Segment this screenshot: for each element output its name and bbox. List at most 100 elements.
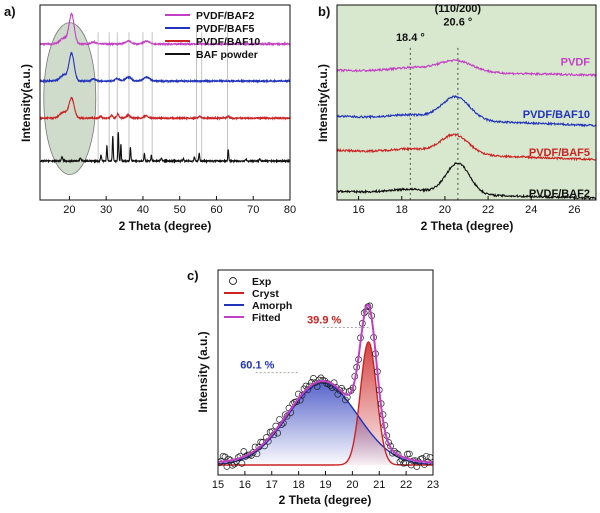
exp-point [240,448,248,455]
x-tick-label: 18 [293,479,305,491]
series-line-pvdf-baf10 [337,94,596,128]
crystalline-percent: 39.9 % [307,315,341,327]
legend-entry: BAF powder [196,49,258,61]
x-tick-label: 20 [439,204,451,216]
panel-a-x-axis-label: 2 Theta (degree) [119,219,212,233]
x-tick-label: 80 [284,204,296,216]
legend-entry: PVDF/BAF10 [196,36,260,48]
x-tick-label: 16 [352,204,364,216]
series-line-baf-powder [40,132,290,164]
exp-point [293,398,300,406]
exp-point [253,450,261,458]
x-tick-label: 22 [400,479,412,491]
panel-b-y-axis-label: Intensity(a.u.) [316,64,330,142]
legend-entry: PVDF/BAF2 [196,10,255,22]
legend-marker [229,277,237,285]
legend-entry: Cryst [252,288,279,300]
series-line-pvdf-baf2 [337,161,596,200]
panel-c-label: c) [187,268,199,283]
exp-point [404,450,411,458]
exp-point [313,383,321,390]
exp-point [406,450,413,458]
exp-point [413,463,421,470]
x-tick-label: 17 [266,479,278,491]
x-tick-label: 23 [427,479,439,491]
exp-point [218,459,223,467]
panel-c-plot-area [218,302,433,470]
panel-c: c) 15 16 17 18 19 20 21 22 23 ExpCrystAmorphFitt… [187,268,439,507]
x-tick-label: 20 [346,479,358,491]
series-line-pvdf-baf5 [337,133,596,162]
x-tick-label: 70 [247,204,259,216]
panel-a-plot-area [40,12,290,175]
x-tick-label: 30 [100,204,112,216]
exp-point [304,386,312,394]
x-tick-label: 16 [239,479,251,491]
panel-a: a) 20 30 40 50 60 70 80 PVDF/BAF2PVDF/BAF5PVDF… [4,4,296,233]
highlight-ellipse [43,22,97,175]
legend-entry: PVDF/BAF5 [196,23,255,35]
exp-point [225,455,233,463]
exp-point [298,391,306,399]
legend-entry: Fitted [252,312,281,324]
panel-a-x-ticks: 20 30 40 50 60 70 80 [63,196,296,216]
legend-entry: Exp [252,276,271,288]
panel-a-label: a) [4,4,16,19]
panel-a-y-axis-label: Intensity(a.u.) [19,64,33,142]
panel-b-frame [336,4,597,201]
series-line-pvdf [337,58,596,78]
panel-b-label: b) [318,4,330,19]
crystalline-area [218,342,433,465]
exp-point [402,459,409,467]
x-tick-label: 24 [525,204,537,216]
panel-a-frame [39,4,291,201]
crystalline-curve [218,341,433,466]
exp-point [238,460,246,467]
series-line-pvdf-baf2 [40,12,290,47]
x-tick-label: 60 [210,204,222,216]
panel-b-x-axis-label: 2 Theta (degree) [421,219,514,233]
panel-b: b) 16 18 20 22 24 26 PVDFPVDF/BAF10PVDF/BAF5P… [316,3,597,233]
x-tick-label: 22 [482,204,494,216]
x-tick-label: 50 [174,204,186,216]
exp-point [334,390,342,398]
peak-annotation: (110/200) [435,3,482,15]
x-tick-label: 40 [137,204,149,216]
legend-entry: Amorph [252,300,292,312]
panel-b-series-labels: PVDF PVDF/BAF10 PVDF/BAF5 PVDF/BAF2 [523,57,591,201]
panel-b-x-ticks: 16 18 20 22 24 26 [352,196,581,216]
x-tick-label: 18 [396,204,408,216]
panel-c-y-axis-label: Intensity (a.u.) [196,331,210,412]
exp-point [392,449,400,457]
series-label: PVDF/BAF10 [523,109,590,121]
exp-point [336,386,344,394]
exp-point [426,454,433,461]
x-tick-label: 19 [319,479,331,491]
exp-point [306,382,313,390]
exp-point [229,461,236,469]
peak-annotation: 20.6 ° [443,16,472,28]
exp-point [221,453,229,461]
panel-b-annotations: (110/200)20.6 ° 18.4 ° [396,3,481,44]
series-label: PVDF/BAF5 [529,147,590,159]
amorphous-percent: 60.1 % [240,360,274,372]
panel-c-x-axis-label: 2 Theta (degree) [279,493,372,507]
panel-c-x-ticks: 15 16 17 18 19 20 21 22 23 [212,471,439,491]
exp-point [274,429,282,437]
series-label: PVDF [561,57,591,69]
series-line-pvdf-baf5 [40,51,290,84]
peak-annotation: 18.4 ° [396,32,425,44]
x-tick-label: 15 [212,479,224,491]
exp-point [394,450,402,458]
series-line-pvdf-baf10 [40,96,290,121]
panel-b-plot-area [337,47,596,200]
panel-c-annotations: 39.9 % 60.1 % [240,315,369,374]
series-label: PVDF/BAF2 [529,188,590,200]
x-tick-label: 26 [568,204,580,216]
x-tick-label: 21 [373,479,385,491]
x-tick-label: 20 [63,204,75,216]
exp-point [422,452,430,460]
